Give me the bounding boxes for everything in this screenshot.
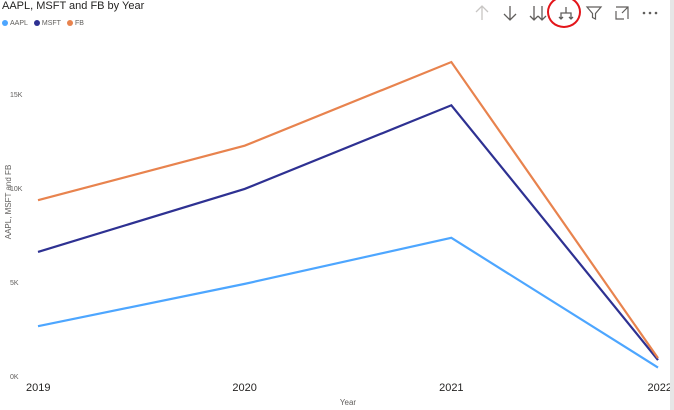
chart-title: AAPL, MSFT and FB by Year [2, 0, 145, 12]
legend-label: MSFT [41, 19, 61, 27]
visual-header-toolbar [472, 0, 660, 28]
focus-mode-icon[interactable] [612, 3, 632, 23]
legend-item-msft[interactable]: MSFT [33, 19, 61, 27]
expand-all-down-icon[interactable] [528, 3, 548, 23]
more-options-icon[interactable] [640, 3, 660, 23]
legend-marker [2, 20, 8, 26]
legend-label: FB [74, 19, 84, 27]
series-line-fb [37, 60, 659, 359]
series-line-msft [37, 103, 659, 361]
x-tick-label: 2019 [26, 382, 50, 394]
x-tick-label: 2020 [232, 382, 256, 394]
pane-edge [670, 0, 674, 410]
drill-up-icon[interactable] [472, 3, 492, 23]
y-tick-label: 5K [10, 280, 19, 287]
legend-item-fb[interactable]: FB [66, 19, 84, 27]
x-axis-title: Year [340, 398, 357, 407]
legend-item-aapl[interactable]: AAPL [2, 20, 28, 27]
x-tick-label: 2021 [439, 382, 463, 394]
x-tick-label: 2022 [648, 382, 670, 394]
y-tick-label: 15K [10, 92, 23, 99]
drill-down-icon[interactable] [500, 3, 520, 23]
chart-legend[interactable]: AAPL MSFT FB [2, 17, 84, 29]
y-tick-label: 10K [10, 186, 23, 193]
legend-marker [66, 20, 73, 26]
legend-label: AAPL [10, 19, 28, 27]
drill-mode-icon[interactable] [547, 0, 581, 28]
y-tick-label: 0K [10, 374, 19, 381]
legend-marker [33, 20, 40, 26]
y-axis-title: AAPL, MSFT and FB [4, 165, 13, 240]
series-line-aapl [37, 236, 659, 369]
filter-icon[interactable] [584, 3, 604, 23]
